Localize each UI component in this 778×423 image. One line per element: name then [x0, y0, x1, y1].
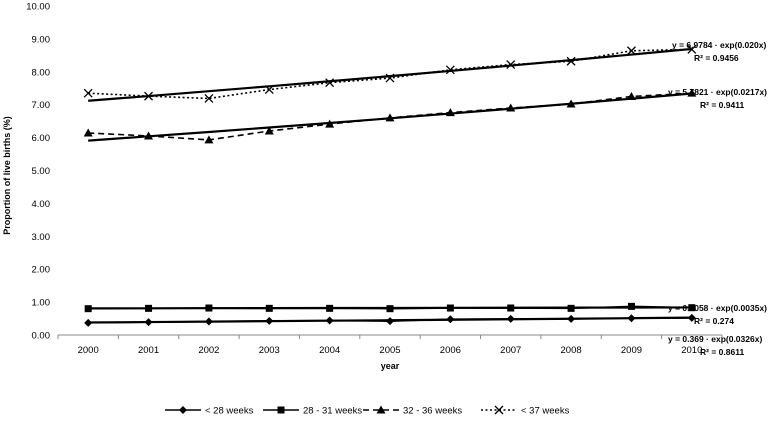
y-axis-label: Proportion of live births (%) [2, 116, 12, 235]
x-tick-label: 2001 [138, 345, 159, 356]
data-point [144, 131, 154, 140]
data-point [325, 119, 335, 128]
y-tick-label: 6.00 [32, 133, 51, 144]
x-tick-label: 2008 [561, 345, 582, 356]
data-point [386, 317, 394, 326]
data-point [567, 304, 575, 312]
data-point [507, 304, 515, 312]
x-axis-ticks: 2000 2001 2002 2003 2004 2005 2006 2007 2008 2009… [57, 335, 723, 356]
data-point [627, 314, 636, 323]
data-point [265, 316, 274, 325]
x-tick-label: 2010 [681, 345, 702, 356]
y-tick-label: 10.00 [26, 2, 50, 13]
trend-equations: y = 6.9784 · exp(0.020x) R² = 0.9456 y =… [668, 40, 767, 357]
data-point [626, 46, 636, 56]
data-point [446, 304, 454, 312]
data-point [84, 318, 93, 327]
data-point [566, 56, 576, 66]
legend-label: < 37 weeks [521, 406, 570, 417]
data-point [687, 44, 697, 54]
y-tick-label: 8.00 [32, 67, 51, 78]
x-tick-label: 2000 [78, 345, 99, 356]
data-point [626, 91, 636, 100]
data-point [567, 314, 576, 323]
y-tick-label: 0.00 [32, 331, 51, 342]
data-point [687, 88, 697, 97]
x-tick-label: 2006 [440, 345, 461, 356]
data-point [84, 305, 92, 313]
data-point [627, 302, 635, 310]
equation-lt28: y = 0.369 · exp(0.0326x) [668, 334, 762, 344]
data-point [494, 405, 504, 415]
data-point [265, 304, 273, 312]
legend-label: 32 - 36 weeks [403, 406, 462, 417]
series-28 - 31 weeks [84, 302, 696, 313]
data-point [144, 91, 154, 101]
data-point [83, 88, 93, 98]
data-point [446, 315, 455, 324]
data-point [326, 304, 334, 312]
equation-32-36: y = 5.7821 · exp(0.0217x) [668, 87, 767, 97]
data-point [204, 135, 214, 144]
r2-28-31: R² = 0.274 [694, 316, 734, 326]
data-point [204, 317, 213, 326]
data-point [385, 73, 395, 83]
data-point [179, 406, 187, 414]
y-axis-ticks: 0.00 1.00 2.00 3.00 4.00 5.00 6.00 7.00 8.00 9.00… [26, 2, 50, 342]
legend-label: 28 - 31 weeks [303, 406, 362, 417]
legend: < 28 weeks 28 - 31 weeks 32 - 36 weeks < 37… [165, 405, 570, 417]
data-series [83, 44, 697, 327]
data-point [83, 128, 93, 137]
x-tick-label: 2002 [198, 345, 219, 356]
data-point [566, 99, 576, 108]
data-point [506, 314, 515, 323]
data-point [445, 108, 455, 117]
series-< 37 weeks [83, 44, 697, 103]
data-point [145, 304, 153, 312]
data-point [506, 60, 516, 70]
data-point [445, 65, 455, 75]
equation-lt37: y = 6.9784 · exp(0.020x) [672, 40, 766, 50]
y-tick-label: 3.00 [32, 232, 51, 243]
r2-lt37: R² = 0.9456 [694, 53, 739, 63]
data-point [264, 126, 274, 135]
data-point [325, 78, 335, 88]
data-point [385, 113, 395, 122]
x-tick-label: 2009 [621, 345, 642, 356]
series-< 28 weeks [84, 313, 696, 327]
r2-lt28: R² = 0.8611 [700, 347, 744, 357]
data-point [386, 305, 394, 313]
data-point [688, 304, 696, 312]
r2-32-36: R² = 0.9411 [700, 100, 744, 110]
x-tick-label: 2005 [379, 345, 400, 356]
data-point [264, 85, 274, 95]
data-point [325, 316, 334, 325]
series-32 - 36 weeks [83, 88, 697, 144]
y-tick-label: 9.00 [32, 34, 51, 45]
x-tick-label: 2003 [259, 345, 280, 356]
legend-label: < 28 weeks [205, 406, 254, 417]
equation-28-31: y = 0.8058 · exp(0.0035x) [668, 303, 767, 313]
x-tick-label: 2007 [500, 345, 521, 356]
data-point [204, 93, 214, 103]
data-point [687, 313, 696, 322]
data-point [144, 318, 153, 327]
y-tick-label: 7.00 [32, 100, 51, 111]
data-point [376, 405, 386, 414]
trend-lines [88, 47, 692, 324]
data-point [277, 406, 285, 414]
trend-line [88, 47, 692, 102]
y-tick-label: 1.00 [32, 298, 51, 309]
y-tick-label: 5.00 [32, 166, 51, 177]
x-axis-label: year [381, 361, 400, 371]
y-tick-label: 2.00 [32, 265, 51, 276]
y-tick-label: 4.00 [32, 199, 51, 210]
data-point [205, 304, 213, 312]
x-tick-label: 2004 [319, 345, 340, 356]
data-point [506, 103, 516, 112]
